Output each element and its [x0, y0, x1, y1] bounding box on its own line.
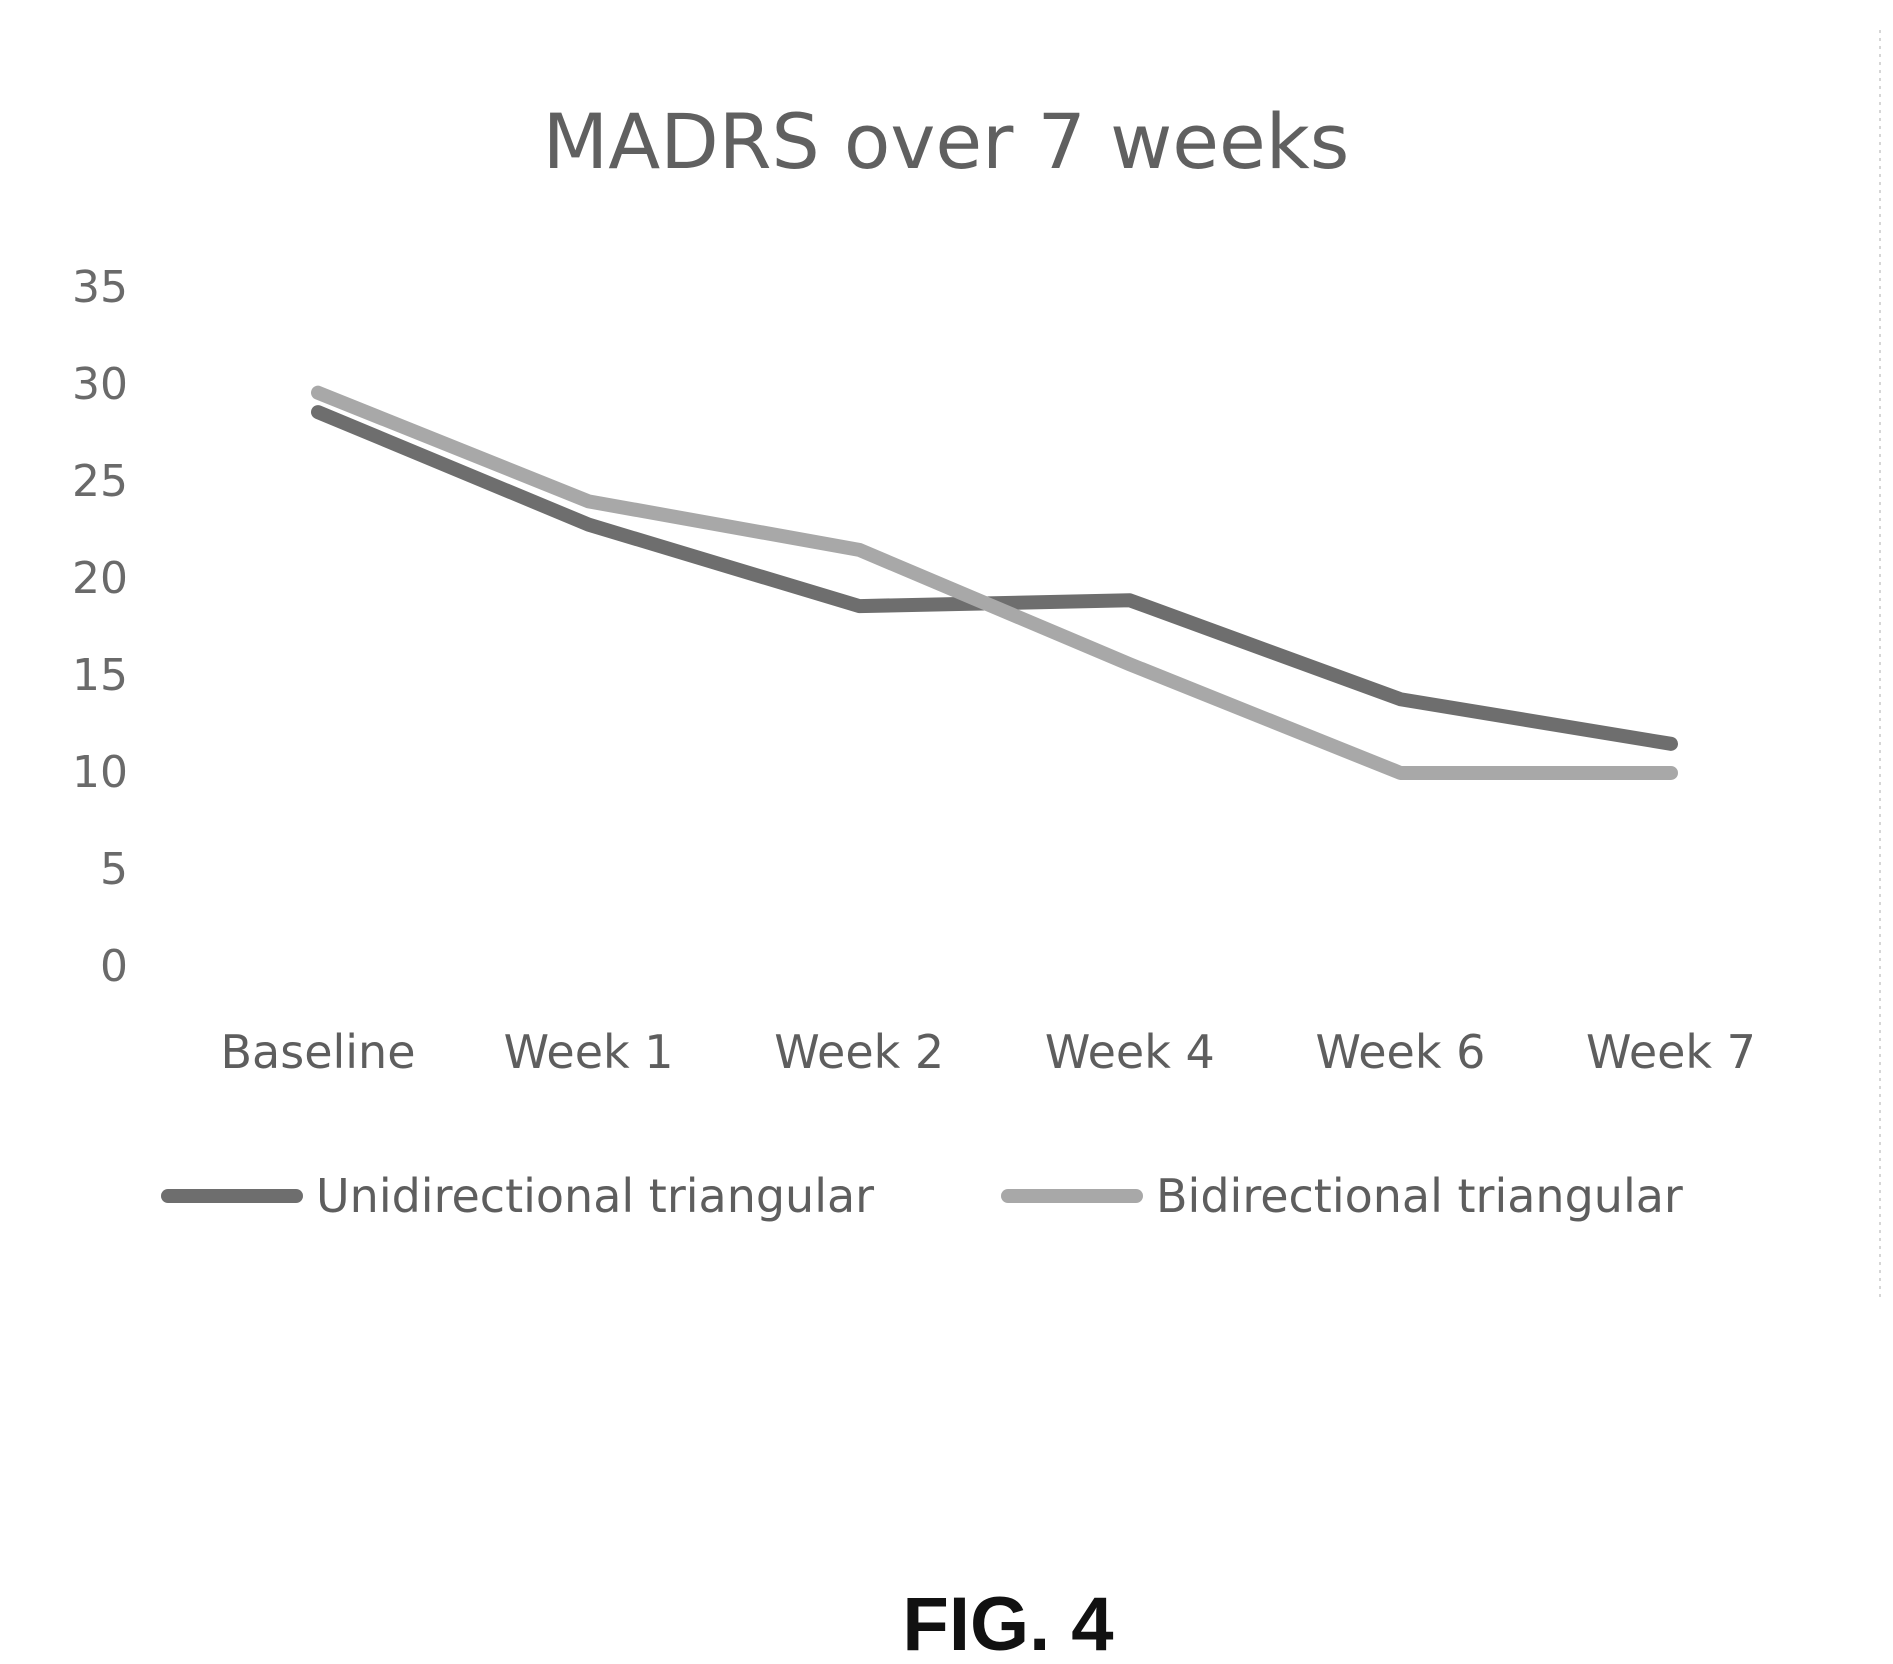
series-line-2 — [311, 385, 1678, 780]
x-category-label: Week 7 — [1586, 1025, 1756, 1079]
x-category-label: Week 4 — [1045, 1025, 1215, 1079]
y-tick-label: 10 — [72, 747, 128, 798]
x-category-label: Week 6 — [1315, 1025, 1485, 1079]
x-category-label: Week 2 — [774, 1025, 944, 1079]
chart-title: MADRS over 7 weeks — [543, 97, 1350, 186]
legend-label-1: Unidirectional triangular — [316, 1169, 874, 1223]
figure-caption: FIG. 4 — [902, 1582, 1113, 1664]
series-line-1 — [311, 405, 1678, 751]
x-category-label: Baseline — [220, 1025, 415, 1079]
y-tick-label: 35 — [72, 262, 128, 313]
y-tick-label: 30 — [72, 359, 128, 410]
y-tick-label: 15 — [72, 650, 128, 701]
y-tick-label: 25 — [72, 456, 128, 507]
y-axis: 0 5 10 15 20 25 30 35 — [72, 262, 128, 992]
x-category-label: Week 1 — [504, 1025, 674, 1079]
series-layer — [311, 385, 1678, 780]
y-tick-label: 5 — [100, 844, 128, 895]
legend: Unidirectional triangular Bidirectional t… — [161, 1169, 1683, 1223]
legend-label-2: Bidirectional triangular — [1156, 1169, 1683, 1223]
x-axis: Baseline Week 1 Week 2 Week 4 Week 6 Week 7 — [220, 1025, 1755, 1079]
y-tick-label: 20 — [72, 553, 128, 604]
y-tick-label: 0 — [100, 941, 128, 992]
